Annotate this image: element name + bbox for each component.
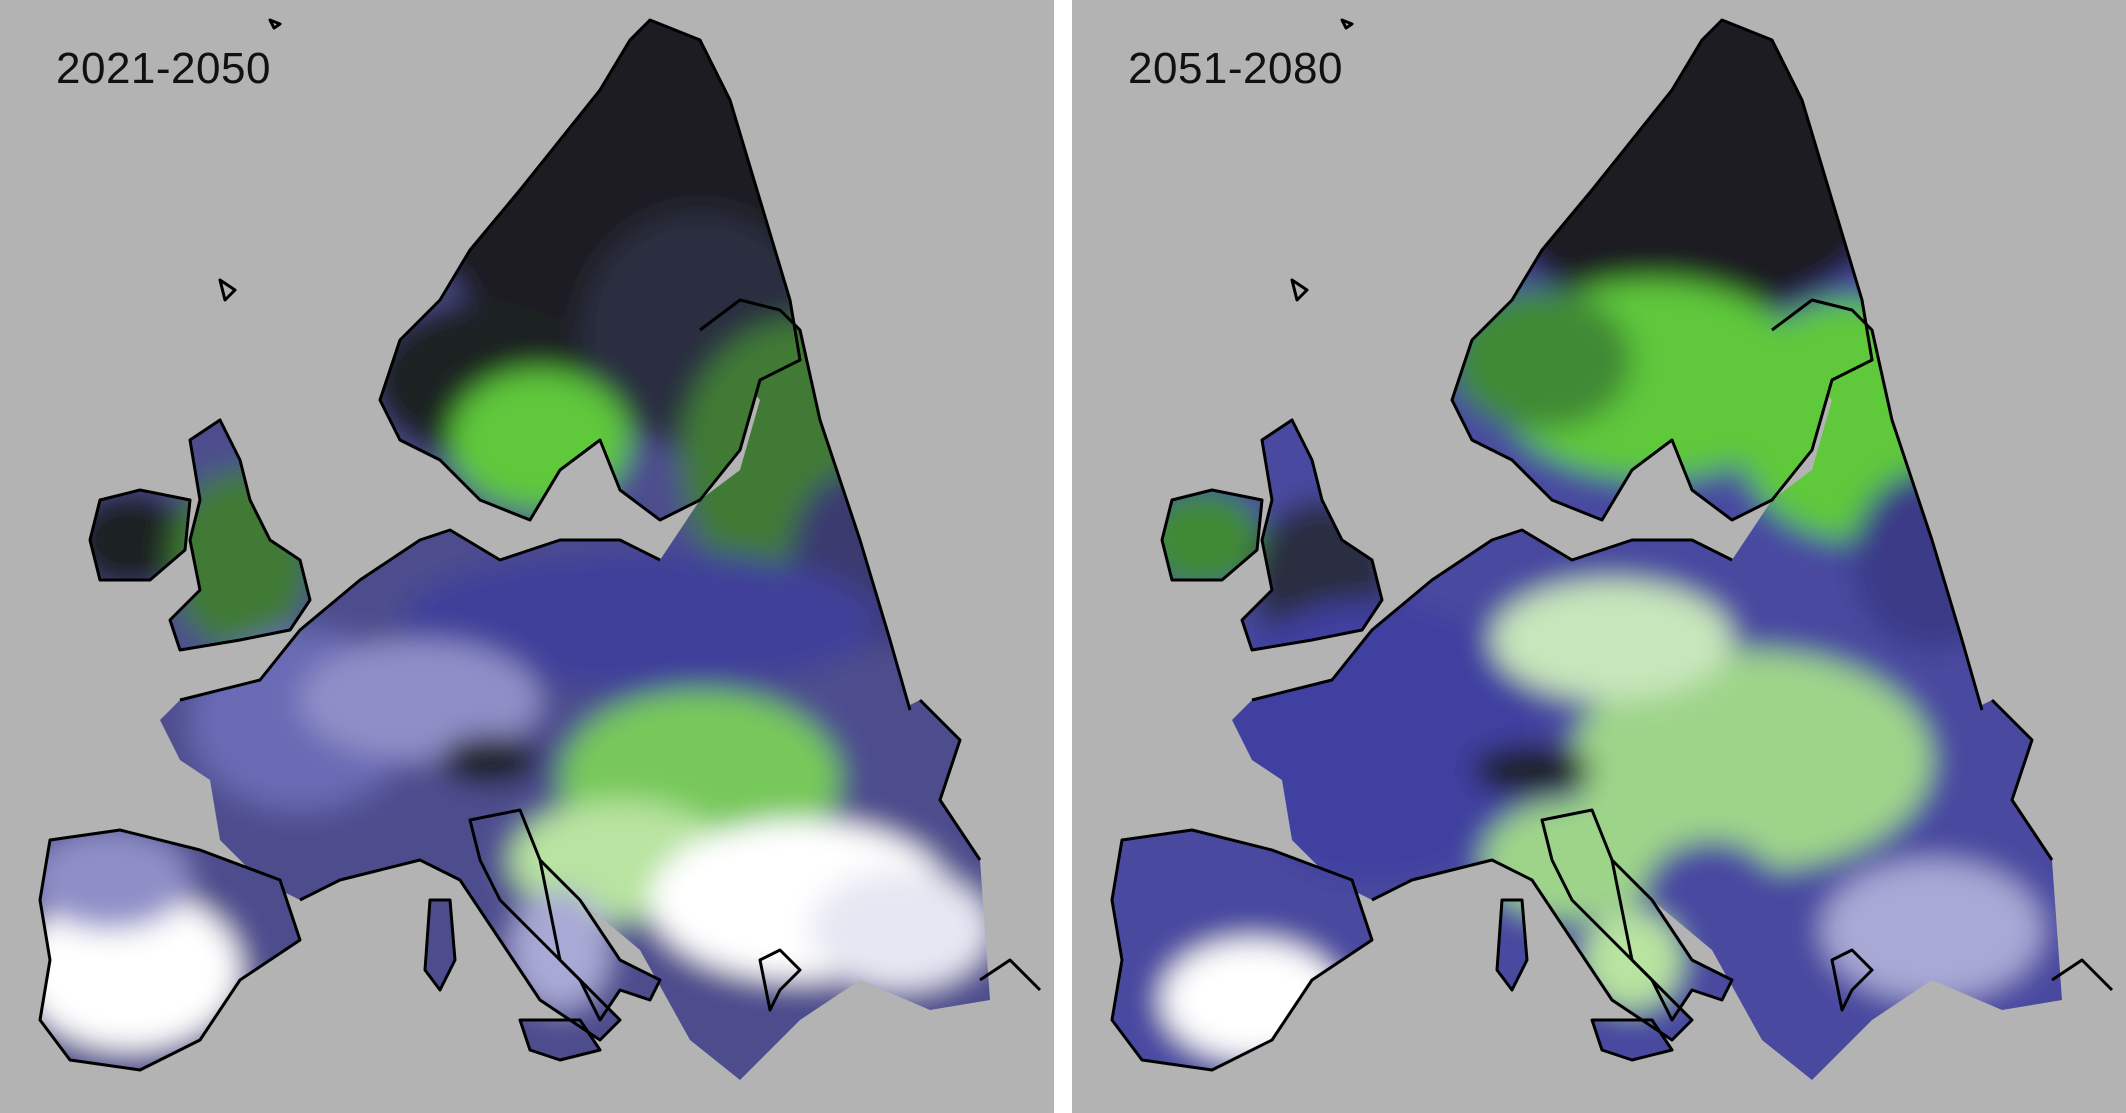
coastline [1110,18,2114,1072]
map-panel-2051-2080: 2051-2080 [1072,0,2126,1113]
period-label: 2021-2050 [56,44,271,93]
europe-map [1110,18,2114,1080]
period-label: 2051-2080 [1128,44,1343,93]
europe-map [38,18,1042,1080]
coastline [38,18,1042,1072]
map-panel-2021-2050: 2021-2050 [0,0,1054,1113]
